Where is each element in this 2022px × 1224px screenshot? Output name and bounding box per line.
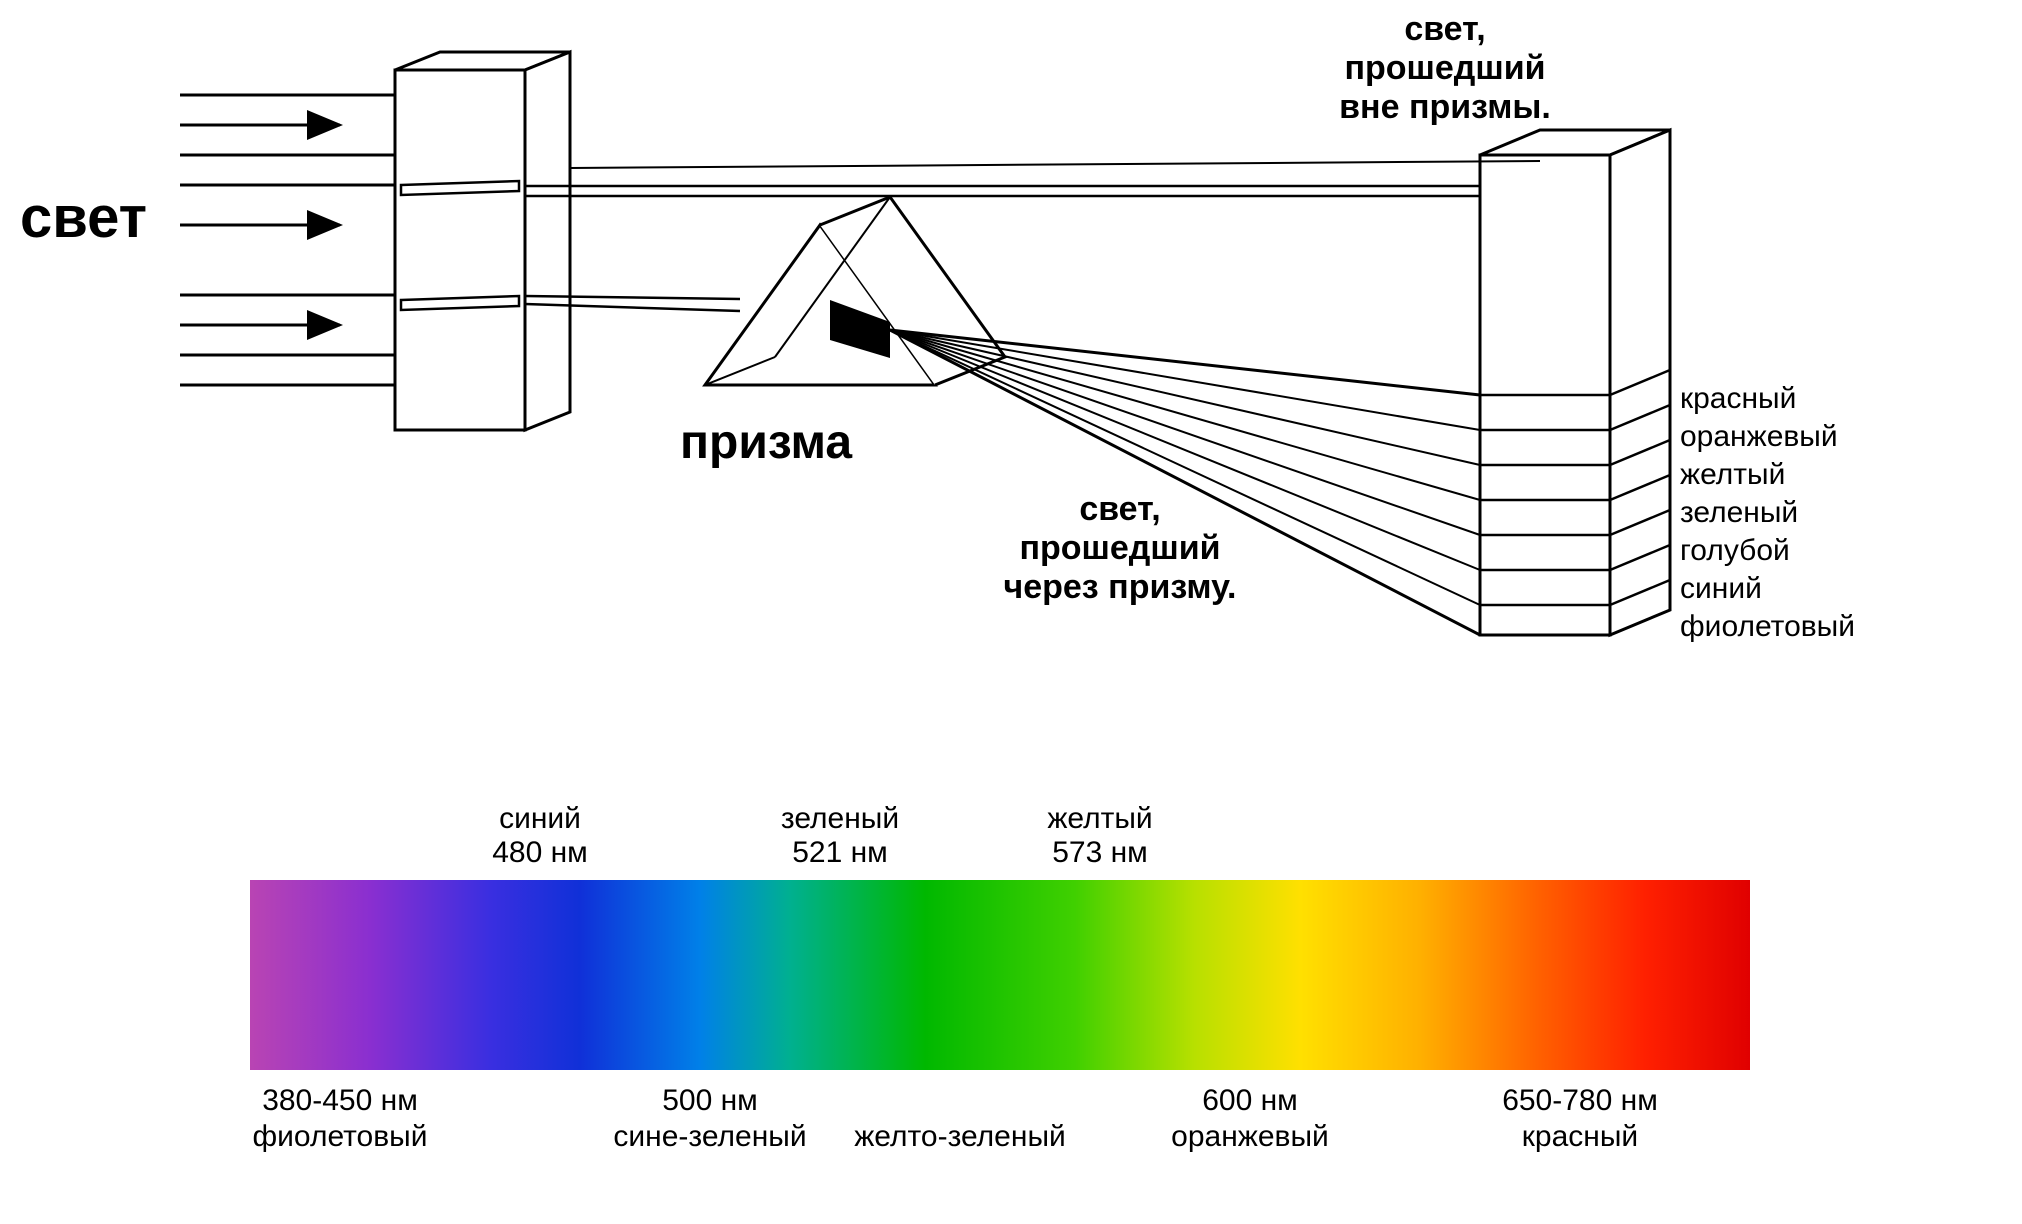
spectrum-top-label: синий	[499, 802, 581, 835]
spectrum-name: красный	[1680, 380, 1855, 418]
spectrum-bottom-label: желто-зеленый	[854, 1120, 1066, 1153]
label-light: свет	[20, 185, 147, 252]
spectrum-top-label: зеленый	[781, 802, 899, 835]
spectrum-top-wavelength: 521 нм	[792, 836, 888, 869]
spectrum-bottom-label: оранжевый	[1171, 1120, 1329, 1153]
spectrum-name: синий	[1680, 570, 1855, 608]
spectrum-name: фиолетовый	[1680, 608, 1855, 646]
spectrum-bottom-wavelength: 600 нм	[1202, 1084, 1298, 1117]
spectrum-name: голубой	[1680, 532, 1855, 570]
spectrum-bottom-wavelength: 380-450 нм	[262, 1084, 418, 1117]
spectrum-bottom-label: красный	[1522, 1120, 1638, 1153]
label-through-prism: свет, прошедший через призму.	[950, 490, 1290, 607]
spectrum-bottom-label: фиолетовый	[252, 1120, 427, 1153]
spectrum-bar: синий480 нм зеленый521 нм желтый573 нм 380-…	[0, 704, 2022, 1224]
spectrum-top-wavelength: 480 нм	[492, 836, 588, 869]
diagram-stage: свет призма свет, прошедший вне призмы. …	[0, 0, 2022, 1224]
spectrum-bottom-wavelength: 500 нм	[662, 1084, 758, 1117]
spectrum-top-label: желтый	[1047, 802, 1152, 835]
spectrum-name: оранжевый	[1680, 418, 1855, 456]
spectrum-names-list: красныйоранжевыйжелтыйзеленыйголубойсини…	[1680, 380, 1855, 646]
spectrum-bottom-label: сине-зеленый	[613, 1120, 806, 1153]
spectrum-name: зеленый	[1680, 494, 1855, 532]
spectrum-bottom-wavelength: 650-780 нм	[1502, 1084, 1658, 1117]
spectrum-top-wavelength: 573 нм	[1052, 836, 1148, 869]
label-outside-prism: свет, прошедший вне призмы.	[1280, 10, 1610, 127]
label-prism: призма	[680, 415, 852, 470]
spectrum-gradient	[250, 880, 1750, 1070]
spectrum-name: желтый	[1680, 456, 1855, 494]
